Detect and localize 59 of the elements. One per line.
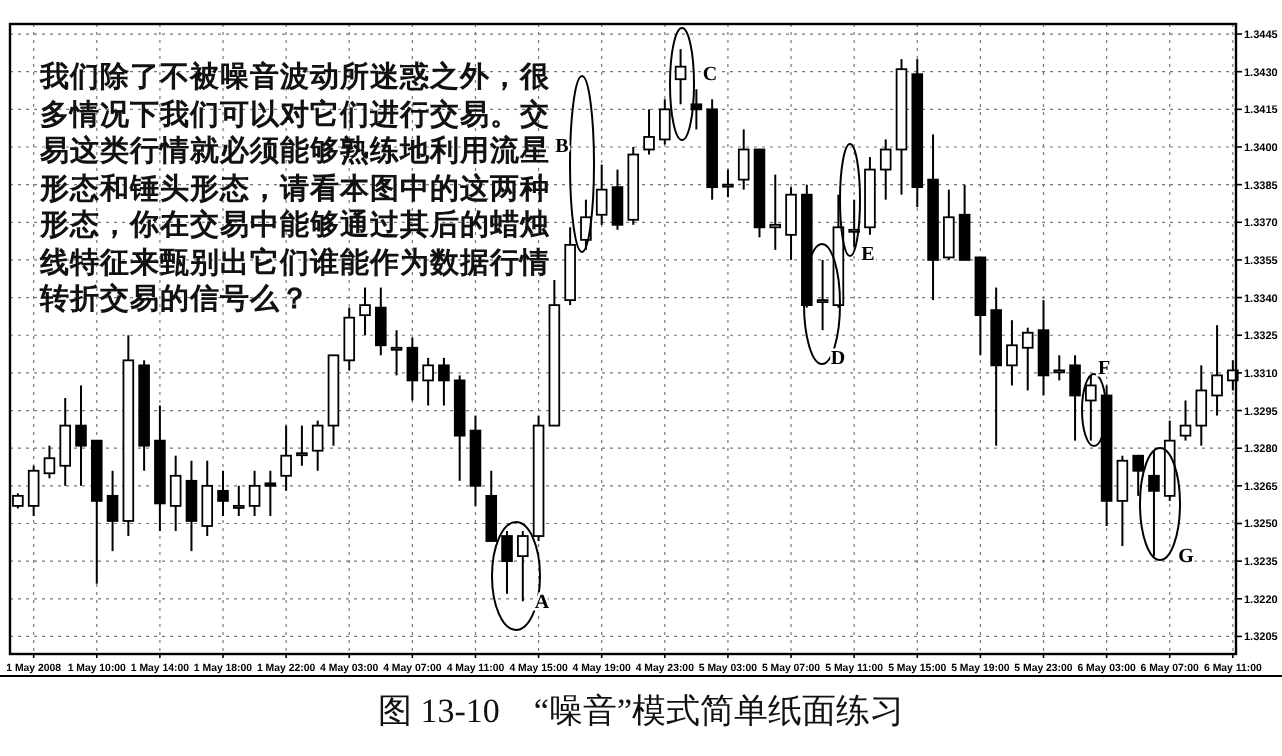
candlestick — [785, 186, 797, 261]
annotation: D — [830, 348, 846, 370]
candlestick — [958, 183, 971, 261]
candlestick — [75, 384, 87, 487]
annotation: G — [1178, 546, 1195, 568]
candlestick — [311, 419, 324, 472]
candlestick — [406, 336, 419, 402]
candlestick — [59, 396, 72, 487]
candlestick — [769, 173, 782, 251]
candlestick — [359, 286, 371, 337]
candlestick — [722, 168, 734, 199]
candlestick — [1148, 449, 1160, 558]
candlestick — [517, 530, 529, 603]
candlestick — [1116, 454, 1129, 548]
candlestick — [1195, 364, 1208, 447]
candlestick — [264, 469, 277, 517]
candlestick — [390, 329, 403, 377]
candlestick — [296, 424, 308, 467]
candlestick — [879, 138, 892, 201]
candlestick — [1053, 354, 1066, 382]
candlestick — [848, 198, 860, 249]
candlestick — [1006, 319, 1018, 387]
candlestick — [27, 464, 40, 517]
annotation: B — [555, 136, 570, 158]
candlestick — [169, 454, 182, 533]
candlestick — [1132, 454, 1144, 497]
candlestick — [1211, 324, 1223, 417]
candlestick — [1037, 299, 1050, 397]
candlestick — [737, 128, 750, 191]
text: 图 13-10 “噪音”模式简单纸面练习 — [375, 690, 906, 734]
candlestick — [280, 424, 292, 492]
candlestick — [185, 459, 198, 553]
candlestick — [659, 98, 671, 146]
candlestick — [1179, 399, 1192, 442]
candlestick — [217, 469, 229, 517]
candlestick — [343, 306, 356, 372]
candlestick — [595, 163, 608, 226]
candlestick — [375, 286, 387, 357]
candlestick — [674, 48, 687, 106]
candlestick — [501, 530, 513, 595]
annotation: E — [861, 244, 876, 266]
candlestick — [643, 108, 655, 156]
candlestick — [201, 459, 214, 538]
candlestick — [943, 188, 955, 261]
candlestick — [248, 469, 261, 517]
candlestick — [233, 484, 245, 517]
candlestick — [106, 469, 119, 553]
annotation: F — [1097, 358, 1111, 380]
candlestick — [1085, 374, 1097, 442]
candlestick — [611, 168, 624, 231]
candlestick — [816, 258, 829, 332]
candlestick — [43, 444, 56, 480]
candlestick — [485, 469, 498, 543]
candlestick — [1021, 326, 1034, 392]
candlestick — [1069, 354, 1081, 442]
candlestick — [438, 356, 450, 407]
candlestick — [422, 356, 434, 407]
annotation: 我们除了不被噪音波动所迷惑之外，很多情况下我们可以对它们进行交易。交易这类行情就必须能够熟练地利用流星形态和锤头形态，请看本图中的这两种形态，你在交易中能够通过其后的蜡烛线特征来甄别出它们谁能作为数据行情转折交易的信号么？ — [40, 62, 550, 316]
annotation: C — [702, 64, 718, 86]
